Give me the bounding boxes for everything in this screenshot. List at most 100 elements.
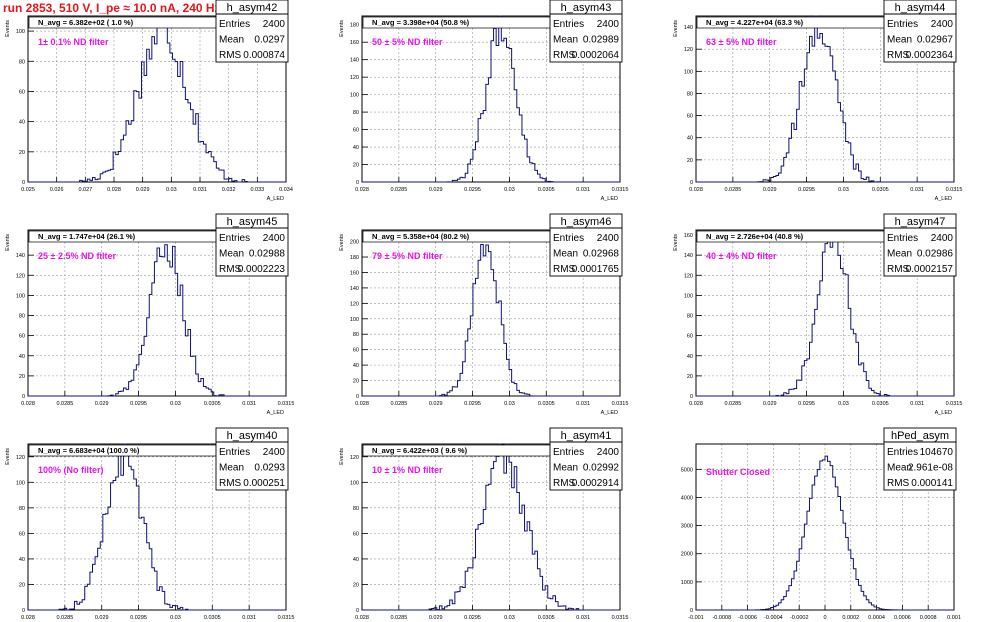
stats-label: Mean — [553, 463, 578, 474]
stats-value: 0.02992 — [583, 463, 620, 474]
stats-label: Entries — [219, 19, 250, 30]
stats-value: 0.000251 — [243, 478, 285, 489]
run-title: run 2853, 510 V, I_pe ≈ 10.0 nA, 240 Hz — [3, 1, 221, 15]
histogram-panel-h_asym45: 0.028 0.0285 0.029 0.0295 0.03 0.0305 0.031 0.0… — [5, 213, 295, 416]
y-tick-label: 80 — [353, 110, 359, 116]
stats-label: Entries — [553, 447, 584, 458]
x-tick-label: 0.028 — [355, 615, 369, 621]
stats-box — [549, 0, 623, 63]
navg-text: N_avg = 5.358e+04 (80.2 %) — [372, 232, 470, 241]
y-axis-title: Events — [339, 20, 345, 37]
x-tick-label: 0.029 — [763, 187, 777, 193]
stats-value: 0.02988 — [249, 249, 286, 260]
y-axis-title: Events — [673, 234, 679, 251]
stats-title: h_asym43 — [561, 2, 612, 14]
navg-text: N_avg = 2.726e+04 (40.8 %) — [706, 232, 804, 241]
x-axis-title: A_LED — [267, 196, 284, 202]
x-tick-label: 0.031 — [910, 187, 924, 193]
x-tick-label: 0.0305 — [538, 187, 555, 193]
x-tick-label: -0.0004 — [764, 615, 783, 621]
x-tick-label: 0.028 — [21, 615, 35, 621]
stats-value: 0.0001765 — [572, 264, 620, 275]
y-tick-label: 120 — [16, 273, 25, 279]
x-tick-label: 0.029 — [429, 615, 443, 621]
plot-frame — [361, 443, 621, 611]
y-tick-label: 160 — [350, 270, 359, 276]
stats-value: 0.0002064 — [572, 50, 620, 61]
stats-box — [215, 213, 289, 277]
x-tick-label: 0.0315 — [278, 401, 295, 407]
stats-title: h_asym40 — [227, 430, 278, 442]
stats-label: RMS — [219, 478, 242, 489]
x-tick-label: 0.0295 — [130, 401, 147, 407]
stats-value: 2400 — [263, 233, 286, 244]
x-tick-label: 0.001 — [947, 615, 961, 621]
x-tick-label: 0.0315 — [946, 187, 963, 193]
y-tick-label: 40 — [353, 363, 359, 369]
y-tick-label: 40 — [19, 120, 25, 126]
y-tick-label: 0 — [22, 608, 25, 614]
stats-label: Entries — [219, 233, 250, 244]
x-tick-label: 0.025 — [21, 187, 35, 193]
y-tick-label: 100 — [16, 293, 25, 299]
stats-label: Mean — [553, 35, 578, 46]
x-tick-label: 0.03 — [170, 615, 181, 621]
stats-title: h_asym45 — [227, 216, 278, 228]
y-tick-label: 0 — [356, 180, 359, 186]
stats-box — [215, 427, 289, 491]
x-tick-label: 0.0285 — [390, 615, 407, 621]
y-tick-label: 60 — [19, 531, 25, 537]
y-tick-label: 20 — [353, 379, 359, 385]
stats-label: Mean — [887, 249, 912, 260]
x-tick-label: 0.028 — [107, 187, 121, 193]
stats-label: Mean — [553, 249, 578, 260]
histogram-panel-h_asym42: 0.025 0.026 0.027 0.028 0.029 0.03 0.031 0.032 0… — [5, 0, 293, 202]
y-tick-label: 40 — [353, 145, 359, 151]
y-tick-label: 20 — [19, 582, 25, 588]
y-tick-label: 80 — [353, 506, 359, 512]
y-tick-label: 80 — [687, 314, 693, 320]
x-tick-label: 0.0295 — [798, 187, 815, 193]
x-tick-label: -0.0008 — [712, 615, 731, 621]
stats-value: 0.02989 — [583, 35, 620, 46]
x-tick-label: 0.03 — [504, 187, 515, 193]
histogram-panel-h_asym44: 0.028 0.0285 0.029 0.0295 0.03 0.0305 0.031 0.0… — [673, 0, 962, 202]
plot-frame — [27, 15, 287, 183]
stats-label: Entries — [887, 19, 918, 30]
y-tick-label: 20 — [687, 374, 693, 380]
x-tick-label: 0.03 — [166, 187, 177, 193]
stats-value: 104670 — [920, 447, 954, 458]
filter-label: 50 ± 5% ND filter — [372, 37, 443, 47]
filter-label: 63 ± 5% ND filter — [706, 37, 777, 47]
stats-label: RMS — [553, 478, 576, 489]
x-tick-label: 0.0305 — [538, 615, 555, 621]
y-tick-label: 4000 — [681, 495, 693, 501]
x-tick-label: 0.031 — [576, 615, 590, 621]
histogram-panel-h_asym41: 0.028 0.0285 0.029 0.0295 0.03 0.0305 0.031 0.0… — [339, 427, 628, 621]
plot-frame — [361, 229, 621, 397]
y-tick-label: 140 — [16, 253, 25, 259]
plot-frame — [27, 229, 287, 397]
y-tick-label: 20 — [19, 374, 25, 380]
x-tick-label: 0.029 — [763, 401, 777, 407]
x-tick-label: 0 — [823, 615, 826, 621]
y-tick-label: 100 — [350, 480, 359, 486]
y-tick-label: 100 — [16, 480, 25, 486]
stats-value: 2400 — [931, 19, 954, 30]
navg-text: N_avg = 6.683e+04 (100.0 %) — [38, 446, 140, 455]
x-tick-label: 0.0002 — [842, 615, 859, 621]
y-tick-label: 80 — [19, 59, 25, 65]
x-tick-label: 0.034 — [279, 187, 293, 193]
filter-label: 40 ± 4% ND filter — [706, 251, 777, 261]
x-tick-label: 0.028 — [689, 401, 703, 407]
histogram-line-hPed_asym — [696, 455, 954, 611]
x-tick-label: 0.0295 — [464, 187, 481, 193]
x-tick-label: 0.031 — [193, 187, 207, 193]
stats-value: 2400 — [597, 19, 620, 30]
x-tick-label: 0.03 — [838, 401, 849, 407]
y-tick-label: 0 — [356, 608, 359, 614]
y-tick-label: 120 — [684, 47, 693, 53]
navg-text: N_avg = 6.422e+03 ( 9.6 %) — [372, 446, 468, 455]
y-tick-label: 40 — [19, 354, 25, 360]
y-tick-label: 40 — [19, 557, 25, 563]
